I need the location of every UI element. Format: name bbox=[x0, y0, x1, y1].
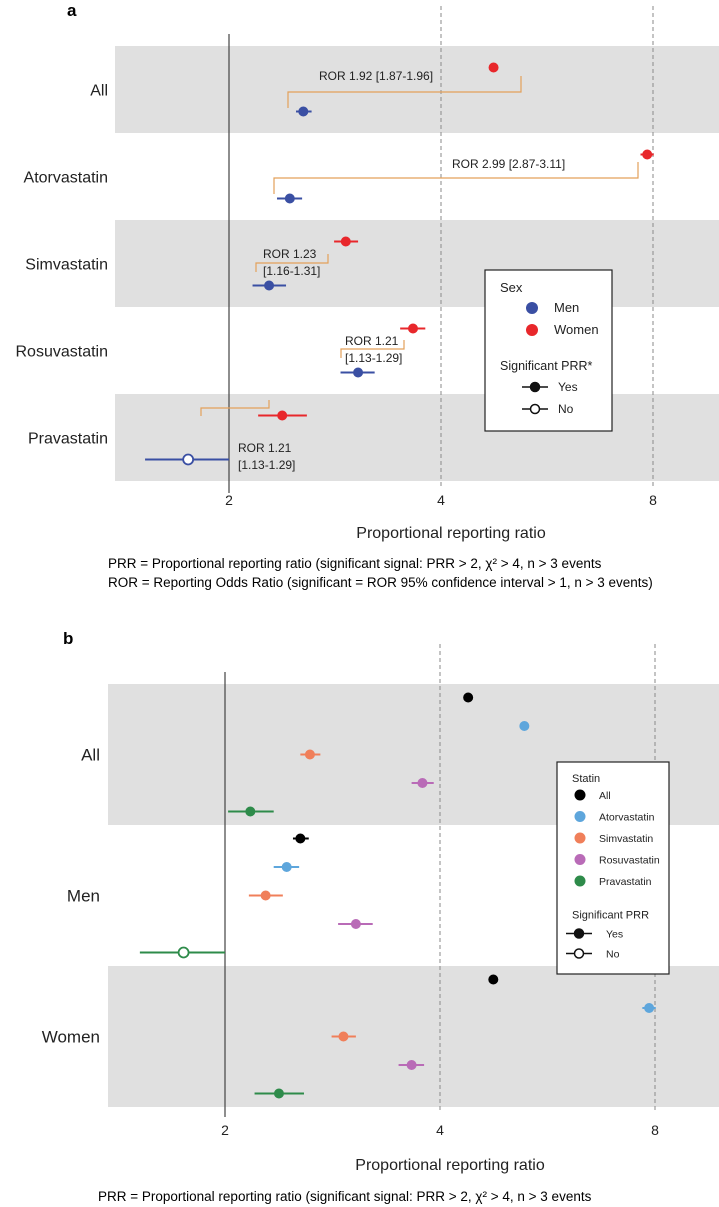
panel-b-label: b bbox=[63, 629, 73, 648]
row-label-rosuvastatin: Rosuvastatin bbox=[16, 344, 109, 361]
legend-sig-title: Significant PRR* bbox=[500, 359, 593, 373]
panel-b-plot: 2 4 8 Proportional reporting ratio All Men Wom… bbox=[42, 644, 719, 1174]
ror-bracket bbox=[340, 340, 405, 358]
point-all-all bbox=[463, 692, 474, 703]
point-simvastatin-men bbox=[260, 890, 271, 901]
legend-item-men: Men bbox=[554, 300, 579, 315]
ror-label: ROR 1.21 bbox=[345, 334, 399, 348]
ror-bracket bbox=[200, 400, 270, 416]
row-band bbox=[115, 220, 719, 307]
point-women-simvastatin bbox=[340, 236, 351, 247]
point-pravastatin-men bbox=[177, 946, 190, 959]
legend-item-pravastatin: Pravastatin bbox=[599, 876, 652, 888]
row-label-simvastatin: Simvastatin bbox=[25, 257, 108, 274]
x-tick-label: 2 bbox=[225, 492, 233, 508]
ror-label: ROR 1.21 bbox=[238, 441, 292, 455]
point-atorvastatin-men bbox=[281, 862, 292, 872]
point-pravastatin-women bbox=[273, 1088, 284, 1099]
ror-bracket bbox=[273, 162, 639, 194]
row-label-all: All bbox=[81, 746, 100, 765]
x-tick-label: 8 bbox=[649, 492, 657, 508]
row-label-men: Men bbox=[67, 887, 100, 906]
legend-swatch-men bbox=[526, 302, 538, 314]
point-atorvastatin-all bbox=[519, 721, 530, 731]
point-simvastatin-women bbox=[338, 1031, 349, 1042]
point-men-atorvastatin bbox=[284, 193, 295, 204]
point-pravastatin-all bbox=[245, 806, 256, 817]
x-axis-label: Proportional reporting ratio bbox=[356, 525, 546, 542]
legend-sig-marker-no bbox=[529, 403, 541, 415]
panel-b-note-prr: PRR = Proportional reporting ratio (sign… bbox=[98, 1189, 592, 1204]
legend-sig-marker-no bbox=[573, 948, 585, 959]
legend-sig-no: No bbox=[558, 402, 574, 416]
row-label-pravastatin: Pravastatin bbox=[28, 431, 108, 448]
x-tick-label: 4 bbox=[437, 492, 445, 508]
point-women-all bbox=[488, 62, 499, 73]
row-band bbox=[115, 394, 719, 481]
point-all-men bbox=[295, 833, 306, 844]
point-men-simvastatin bbox=[264, 280, 275, 291]
legend-title: Sex bbox=[500, 280, 523, 295]
legend-sig-yes: Yes bbox=[606, 929, 623, 941]
panel-a-label: a bbox=[67, 1, 77, 20]
ror-bracket bbox=[287, 76, 522, 108]
point-women-atorvastatin bbox=[642, 149, 653, 160]
ror-bracket bbox=[255, 254, 329, 272]
row-label-atorvastatin: Atorvastatin bbox=[24, 170, 108, 187]
ror-label: ROR 2.99 [2.87-3.11] bbox=[452, 157, 565, 171]
row-band bbox=[115, 46, 719, 133]
legend-sig-marker-yes bbox=[573, 928, 585, 939]
row-band bbox=[108, 966, 719, 1107]
point-atorvastatin-women bbox=[644, 1003, 655, 1013]
legend: Sex Men Women Significant PRR* Yes No bbox=[484, 269, 613, 432]
point-men-all bbox=[298, 106, 309, 117]
ror-label: [1.13-1.29] bbox=[238, 458, 295, 472]
ror-label: [1.16-1.31] bbox=[263, 264, 320, 278]
point-all-women bbox=[488, 974, 499, 985]
legend-title: Statin bbox=[572, 773, 600, 785]
panel-a-note-prr: PRR = Proportional reporting ratio (sign… bbox=[108, 556, 602, 571]
point-men-rosuvastatin bbox=[353, 367, 364, 378]
legend-box bbox=[556, 761, 670, 975]
x-tick-label: 8 bbox=[651, 1122, 659, 1138]
legend-swatch-pravastatin bbox=[574, 875, 586, 887]
legend-sig-title: Significant PRR bbox=[572, 910, 649, 922]
x-tick-label: 4 bbox=[436, 1122, 444, 1138]
x-axis-label: Proportional reporting ratio bbox=[355, 1157, 545, 1174]
legend-item-all: All bbox=[599, 790, 611, 802]
legend-item-simvastatin: Simvastatin bbox=[599, 833, 653, 845]
row-label-all: All bbox=[90, 83, 108, 100]
legend-item-rosuvastatin: Rosuvastatin bbox=[599, 855, 660, 867]
panel-a-plot: 2 4 8 Proportional reporting ratio All Atorva… bbox=[16, 6, 719, 542]
legend-swatch-all bbox=[574, 789, 586, 801]
legend-item-women: Women bbox=[554, 322, 599, 337]
panel-a: a 2 4 8 Proportional reporting ratio All Ator… bbox=[16, 1, 719, 590]
point-women-rosuvastatin bbox=[407, 323, 418, 334]
x-tick-label: 2 bbox=[221, 1122, 229, 1138]
ror-label: ROR 1.23 bbox=[263, 247, 317, 261]
legend-swatch-women bbox=[526, 324, 538, 336]
point-rosuvastatin-all bbox=[417, 778, 428, 788]
legend-sig-no: No bbox=[606, 949, 620, 961]
legend-sig-marker-yes bbox=[529, 381, 541, 393]
point-men-pravastatin bbox=[182, 453, 195, 466]
point-women-pravastatin bbox=[277, 410, 288, 421]
legend-swatch-atorvastatin bbox=[574, 811, 586, 822]
point-rosuvastatin-women bbox=[406, 1060, 417, 1070]
panel-a-note-ror: ROR = Reporting Odds Ratio (significant … bbox=[108, 575, 653, 590]
point-simvastatin-all bbox=[304, 749, 315, 760]
row-label-women: Women bbox=[42, 1028, 100, 1047]
legend: Statin All Atorvastatin Simvastatin Rosuvast… bbox=[556, 761, 670, 975]
ror-label: ROR 1.92 [1.87-1.96] bbox=[319, 69, 433, 83]
panel-b: b 2 4 8 Proportional reporting ratio All Men W… bbox=[42, 629, 719, 1204]
legend-item-atorvastatin: Atorvastatin bbox=[599, 812, 655, 824]
legend-box bbox=[484, 269, 613, 432]
legend-sig-yes: Yes bbox=[558, 380, 578, 394]
ror-label: [1.13-1.29] bbox=[345, 351, 402, 365]
legend-swatch-rosuvastatin bbox=[574, 854, 586, 865]
legend-swatch-simvastatin bbox=[574, 832, 586, 844]
point-rosuvastatin-men bbox=[350, 919, 361, 929]
